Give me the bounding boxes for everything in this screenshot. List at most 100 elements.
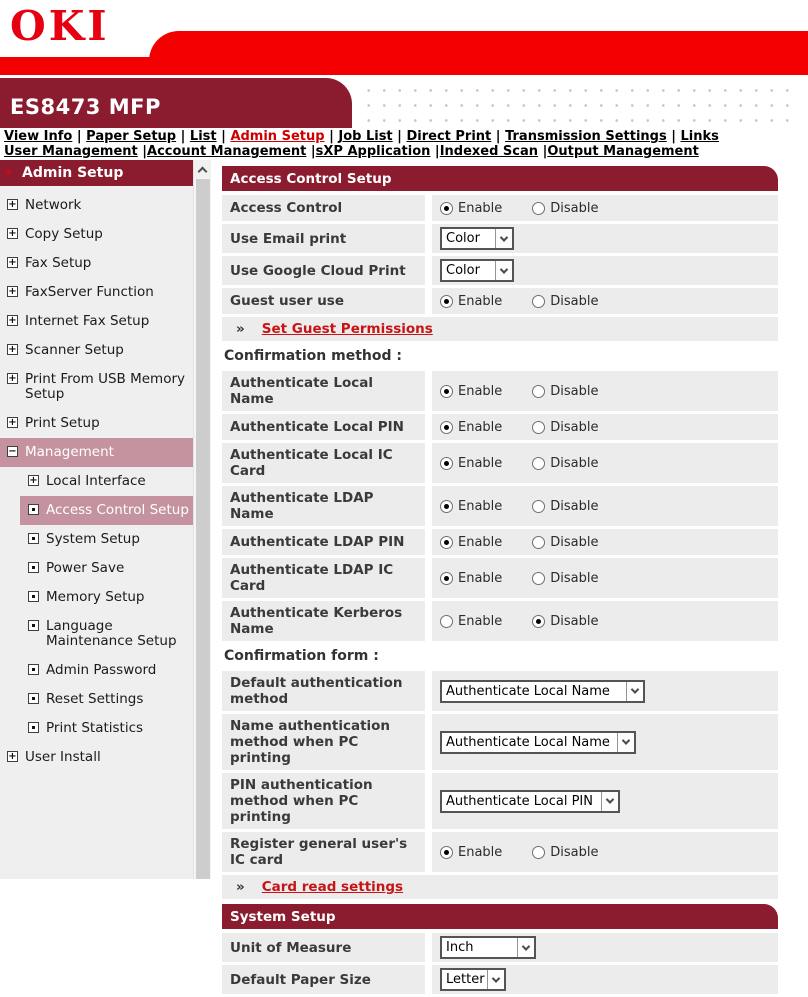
radio-option-enable[interactable]: Enable: [440, 420, 502, 435]
dropdown-arrow-button[interactable]: [617, 732, 634, 752]
default-paper-size-select[interactable]: Letter: [440, 968, 506, 991]
radio-option-enable[interactable]: Enable: [440, 499, 502, 514]
radio-option-enable[interactable]: Enable: [440, 571, 502, 586]
leaf-dot-icon[interactable]: [28, 504, 39, 515]
sidebar-item-print-statistics[interactable]: Print Statistics: [20, 714, 193, 743]
default-authentication-method-select[interactable]: Authenticate Local Name: [440, 679, 645, 703]
nav-link-sxp-application[interactable]: sXP Application: [315, 144, 431, 159]
expand-plus-icon[interactable]: +: [7, 199, 18, 210]
radio-enable-icon[interactable]: [440, 420, 453, 434]
nav-link-admin-setup[interactable]: Admin Setup: [230, 129, 325, 144]
nav-link-list[interactable]: List: [189, 129, 217, 144]
radio-option-enable[interactable]: Enable: [440, 201, 502, 216]
radio-option-disable[interactable]: Disable: [532, 294, 599, 309]
expand-plus-icon[interactable]: +: [7, 417, 18, 428]
radio-disable-icon[interactable]: [532, 420, 546, 434]
nav-link-links[interactable]: Links: [680, 129, 719, 144]
expand-plus-icon[interactable]: +: [7, 315, 18, 326]
dropdown-arrow-button[interactable]: [626, 681, 643, 701]
sidebar-item-language-maintenance-setup[interactable]: Language Maintenance Setup: [20, 612, 193, 656]
radio-option-disable[interactable]: Disable: [532, 845, 599, 860]
sidebar-item-scanner-setup[interactable]: + Scanner Setup: [0, 336, 193, 365]
dropdown-arrow-button[interactable]: [495, 261, 512, 280]
sidebar-item-system-setup[interactable]: System Setup: [20, 525, 193, 554]
unit-of-measure-select[interactable]: Inch: [440, 936, 536, 959]
leaf-dot-icon[interactable]: [28, 620, 39, 631]
radio-disable-icon[interactable]: [532, 845, 546, 859]
radio-enable-icon[interactable]: [440, 845, 453, 859]
pin-authentication-method-when-pc-printing-select[interactable]: Authenticate Local PIN: [440, 789, 620, 813]
sidebar-item-copy-setup[interactable]: + Copy Setup: [0, 220, 193, 249]
set-guest-permissions-link[interactable]: Set Guest Permissions: [261, 321, 433, 337]
dropdown-arrow-button[interactable]: [517, 938, 534, 957]
radio-option-disable[interactable]: Disable: [532, 384, 599, 399]
radio-enable-icon[interactable]: [440, 294, 453, 308]
leaf-dot-icon[interactable]: [28, 533, 39, 544]
sidebar-item-admin-password[interactable]: Admin Password: [20, 656, 193, 685]
radio-option-disable[interactable]: Disable: [532, 201, 599, 216]
radio-enable-icon[interactable]: [440, 499, 453, 513]
radio-enable-icon[interactable]: [440, 571, 453, 585]
nav-link-paper-setup[interactable]: Paper Setup: [86, 129, 177, 144]
nav-link-account-management[interactable]: Account Management: [147, 144, 307, 159]
sidebar-item-access-control-setup[interactable]: Access Control Setup: [20, 496, 193, 525]
dropdown-arrow-button[interactable]: [487, 970, 504, 989]
radio-option-disable[interactable]: Disable: [532, 614, 599, 629]
radio-disable-icon[interactable]: [532, 384, 546, 398]
expand-plus-icon[interactable]: +: [7, 286, 18, 297]
radio-option-disable[interactable]: Disable: [532, 456, 599, 471]
leaf-dot-icon[interactable]: [28, 722, 39, 733]
radio-option-enable[interactable]: Enable: [440, 535, 502, 550]
radio-disable-icon[interactable]: [532, 535, 546, 549]
leaf-dot-icon[interactable]: [28, 664, 39, 675]
radio-option-enable[interactable]: Enable: [440, 845, 502, 860]
nav-link-user-management[interactable]: User Management: [4, 144, 138, 159]
nav-link-transmission-settings[interactable]: Transmission Settings: [505, 129, 667, 144]
sidebar-item-local-interface[interactable]: + Local Interface: [20, 467, 193, 496]
radio-enable-icon[interactable]: [440, 614, 453, 628]
radio-disable-icon[interactable]: [532, 499, 546, 513]
sidebar-item-memory-setup[interactable]: Memory Setup: [20, 583, 193, 612]
use-google-cloud-print-select[interactable]: Color: [440, 259, 514, 282]
radio-disable-icon[interactable]: [532, 201, 546, 215]
radio-disable-icon[interactable]: [532, 294, 546, 308]
card-read-settings-link[interactable]: Card read settings: [261, 879, 404, 895]
radio-option-disable[interactable]: Disable: [532, 499, 599, 514]
radio-enable-icon[interactable]: [440, 384, 453, 398]
radio-option-enable[interactable]: Enable: [440, 614, 502, 629]
sidebar-item-print-from-usb-memory-setup[interactable]: + Print From USB Memory Setup: [0, 365, 193, 409]
radio-enable-icon[interactable]: [440, 201, 453, 215]
collapse-minus-icon[interactable]: −: [7, 446, 18, 457]
nav-link-view-info[interactable]: View Info: [4, 129, 73, 144]
radio-option-disable[interactable]: Disable: [532, 571, 599, 586]
sidebar-item-reset-settings[interactable]: Reset Settings: [20, 685, 193, 714]
dropdown-arrow-button[interactable]: [601, 791, 618, 811]
leaf-dot-icon[interactable]: [28, 693, 39, 704]
nav-link-job-list[interactable]: Job List: [338, 129, 393, 144]
nav-link-direct-print[interactable]: Direct Print: [406, 129, 492, 144]
radio-option-disable[interactable]: Disable: [532, 535, 599, 550]
radio-option-enable[interactable]: Enable: [440, 456, 502, 471]
radio-option-enable[interactable]: Enable: [440, 294, 502, 309]
sidebar-item-management[interactable]: − Management: [0, 438, 193, 467]
expand-plus-icon[interactable]: +: [28, 475, 39, 486]
radio-enable-icon[interactable]: [440, 535, 453, 549]
nav-link-indexed-scan[interactable]: Indexed Scan: [439, 144, 539, 159]
expand-plus-icon[interactable]: +: [7, 373, 18, 384]
nav-link-output-management[interactable]: Output Management: [547, 144, 699, 159]
radio-disable-icon[interactable]: [532, 456, 546, 470]
sidebar-item-print-setup[interactable]: + Print Setup: [0, 409, 193, 438]
sidebar-item-user-install[interactable]: + User Install: [0, 743, 193, 772]
radio-option-enable[interactable]: Enable: [440, 384, 502, 399]
radio-disable-icon[interactable]: [532, 614, 546, 628]
expand-plus-icon[interactable]: +: [7, 344, 18, 355]
radio-disable-icon[interactable]: [532, 571, 546, 585]
dropdown-arrow-button[interactable]: [495, 229, 512, 248]
sidebar-item-fax-setup[interactable]: + Fax Setup: [0, 249, 193, 278]
sidebar-item-network[interactable]: + Network: [0, 191, 193, 220]
expand-plus-icon[interactable]: +: [7, 751, 18, 762]
scrollbar-thumb[interactable]: [196, 179, 210, 879]
radio-enable-icon[interactable]: [440, 456, 453, 470]
expand-plus-icon[interactable]: +: [7, 257, 18, 268]
sidebar-item-internet-fax-setup[interactable]: + Internet Fax Setup: [0, 307, 193, 336]
